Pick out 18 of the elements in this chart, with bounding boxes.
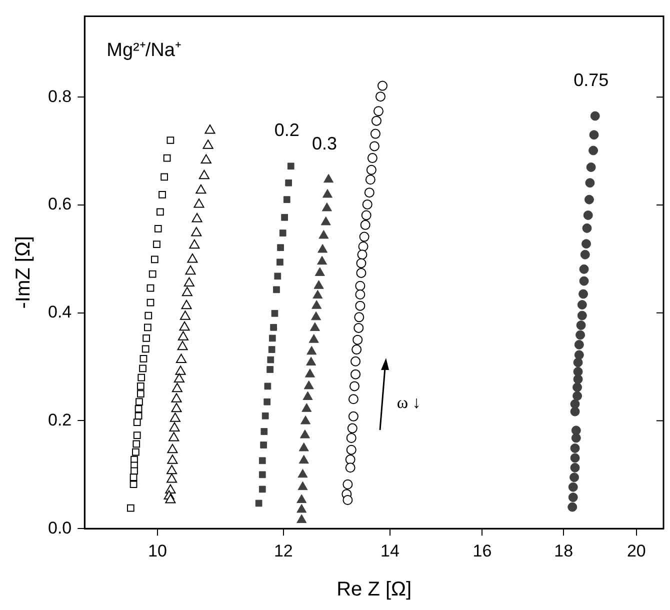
- x-tick-label: 18: [554, 541, 574, 560]
- y-tick-label: 0.4: [48, 302, 72, 322]
- x-axis-title: Re Z [Ω]: [336, 578, 412, 601]
- x-tick-label: 20: [626, 541, 646, 560]
- series-label: 0.3: [312, 134, 338, 154]
- y-axis-title: -ImZ [Ω]: [12, 236, 35, 309]
- x-tick-label: 14: [380, 541, 400, 560]
- x-tick-label: 16: [472, 541, 492, 560]
- y-tick-label: 0.6: [48, 194, 72, 214]
- annotation: ω ↓: [396, 393, 421, 412]
- series-label: 0.75: [574, 70, 609, 90]
- y-tick-label: 0.2: [48, 410, 72, 430]
- x-tick-label: 12: [274, 541, 293, 560]
- text: Mg²⁺/Na⁺: [106, 40, 181, 62]
- y-tick-label: 0.0: [48, 518, 72, 538]
- x-tick-label: 10: [148, 541, 167, 560]
- series-label: 0.2: [274, 120, 300, 140]
- y-tick-label: 0.8: [48, 86, 72, 106]
